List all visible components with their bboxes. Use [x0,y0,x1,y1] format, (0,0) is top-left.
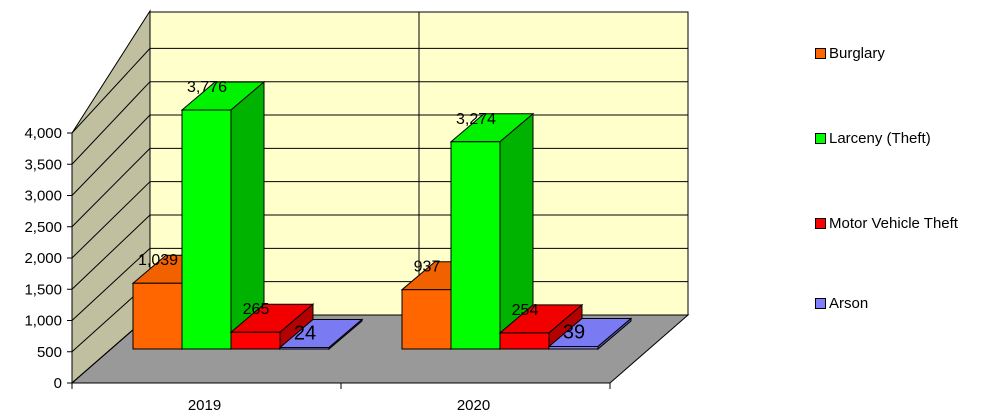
legend-label: Motor Vehicle Theft [829,215,958,232]
bar [498,303,584,351]
gridline-side [71,247,151,321]
bar-front-face [132,282,183,350]
bar-front-face [279,346,330,350]
bar [547,317,633,351]
gridline-side [71,214,151,290]
y-tick-label: 4,000 [24,125,62,142]
bar [229,303,315,351]
data-label: 3,776 [187,79,227,96]
y-tick-label: 3,500 [24,156,62,173]
bar-front-face [230,331,281,350]
bar [180,80,266,351]
legend-swatch [815,133,826,144]
gridline-side [71,114,151,196]
y-tick-label: 2,000 [24,250,62,267]
bar-front-face [548,346,599,350]
bar [278,318,364,351]
y-tick-label: 1,000 [24,313,62,330]
x-tick-label: 2019 [188,397,221,414]
legend-label: Larceny (Theft) [829,130,931,147]
legend-item: Larceny (Theft) [815,130,931,147]
data-label: 937 [414,259,441,276]
chart-bars [131,80,633,351]
data-label: 254 [512,302,539,319]
bar-front-face [499,332,550,350]
chart-data-labels: 1,039 3,776 265 24 937 3,274 254 39 [138,79,585,344]
gridline-side [71,48,151,134]
bar-front-face [401,289,452,350]
bar [449,112,535,351]
y-tick-label: 2,500 [24,219,62,236]
legend-item: Burglary [815,45,885,62]
data-label: 1,039 [138,252,178,269]
gridline-side [71,81,151,165]
bar-front-face [181,109,232,350]
y-tick-label: 3,000 [24,188,62,205]
data-label: 3,274 [456,111,496,128]
legend-item: Motor Vehicle Theft [815,215,958,232]
legend-swatch [815,218,826,229]
data-label: 265 [243,301,270,318]
legend-swatch [815,298,826,309]
x-tick-label: 2020 [457,397,490,414]
bar-front-face [450,141,501,350]
legend-label: Arson [829,295,869,312]
data-label: 24 [294,322,316,344]
gridline-side [71,181,151,259]
chart-axes: 0 500 1,000 1,500 2,000 2,500 3,000 3,500 4,000 2… [24,125,611,414]
gridline-side [71,147,151,228]
legend-swatch [815,48,826,59]
y-tick-label: 0 [54,375,62,392]
data-label: 39 [563,322,585,344]
legend-label: Burglary [829,45,885,62]
y-tick-label: 500 [37,344,62,361]
legend-item: Arson [815,295,868,312]
y-tick-label: 1,500 [24,281,62,298]
